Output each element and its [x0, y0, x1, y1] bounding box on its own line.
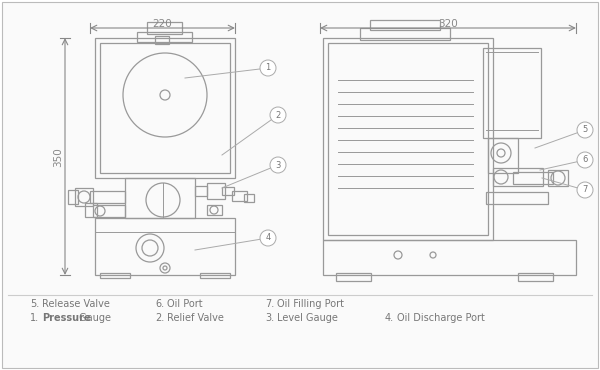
Bar: [207, 205, 222, 215]
Bar: [90, 191, 125, 203]
Bar: [336, 273, 371, 281]
Circle shape: [577, 152, 593, 168]
Text: Release Valve: Release Valve: [42, 299, 110, 309]
Text: Oil Port: Oil Port: [167, 299, 203, 309]
Bar: [75, 188, 93, 206]
Bar: [195, 186, 207, 196]
Bar: [125, 178, 195, 218]
Text: Gauge: Gauge: [76, 313, 112, 323]
Text: 5: 5: [583, 125, 587, 135]
Text: 4: 4: [265, 233, 271, 242]
Text: 6: 6: [583, 155, 587, 165]
Bar: [200, 273, 230, 278]
Bar: [85, 203, 97, 217]
Circle shape: [270, 107, 286, 123]
Text: 1.: 1.: [30, 313, 39, 323]
Circle shape: [270, 157, 286, 173]
Text: 6.: 6.: [155, 299, 164, 309]
Text: 1: 1: [265, 64, 271, 73]
Bar: [68, 190, 78, 204]
Bar: [328, 43, 488, 235]
Bar: [513, 172, 553, 184]
Bar: [323, 38, 493, 240]
Bar: [222, 187, 234, 195]
Bar: [95, 38, 235, 178]
Bar: [232, 191, 247, 201]
Bar: [488, 138, 518, 173]
Text: 2.: 2.: [155, 313, 164, 323]
Text: 7.: 7.: [265, 299, 274, 309]
Bar: [95, 218, 235, 275]
Text: Oil Filling Port: Oil Filling Port: [277, 299, 344, 309]
Bar: [207, 183, 225, 199]
Text: 350: 350: [53, 147, 63, 167]
Bar: [548, 170, 568, 186]
Circle shape: [260, 60, 276, 76]
Bar: [323, 240, 576, 275]
Text: 320: 320: [438, 19, 458, 29]
Circle shape: [260, 230, 276, 246]
Bar: [155, 36, 169, 44]
Text: 7: 7: [583, 185, 587, 195]
Text: 4.: 4.: [385, 313, 394, 323]
Text: Level Gauge: Level Gauge: [277, 313, 338, 323]
Bar: [100, 43, 230, 173]
Text: 5.: 5.: [30, 299, 39, 309]
Text: 2: 2: [275, 111, 281, 120]
Bar: [360, 28, 450, 40]
Circle shape: [577, 122, 593, 138]
Text: 220: 220: [152, 19, 172, 29]
Text: Relief Valve: Relief Valve: [167, 313, 224, 323]
Bar: [93, 205, 125, 217]
Text: Oil Discharge Port: Oil Discharge Port: [397, 313, 485, 323]
Circle shape: [577, 182, 593, 198]
Text: 3.: 3.: [265, 313, 274, 323]
Bar: [518, 273, 553, 281]
Bar: [100, 273, 130, 278]
Bar: [244, 194, 254, 202]
Bar: [493, 168, 543, 186]
Bar: [147, 22, 182, 34]
Bar: [137, 32, 192, 42]
Text: Pressure: Pressure: [42, 313, 91, 323]
Bar: [370, 20, 440, 30]
Bar: [483, 48, 541, 138]
Text: 3: 3: [275, 161, 281, 169]
Bar: [486, 192, 548, 204]
